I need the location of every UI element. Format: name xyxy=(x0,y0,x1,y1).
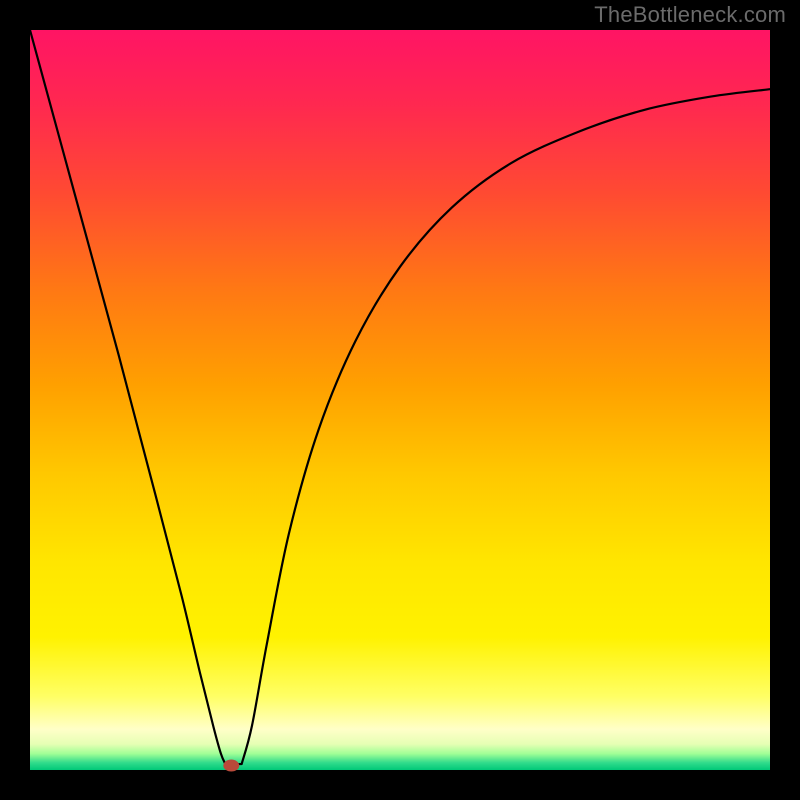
optimal-point-marker xyxy=(223,760,239,772)
gradient-background xyxy=(30,30,770,770)
watermark-text: TheBottleneck.com xyxy=(594,2,786,28)
bottleneck-chart xyxy=(0,0,800,800)
